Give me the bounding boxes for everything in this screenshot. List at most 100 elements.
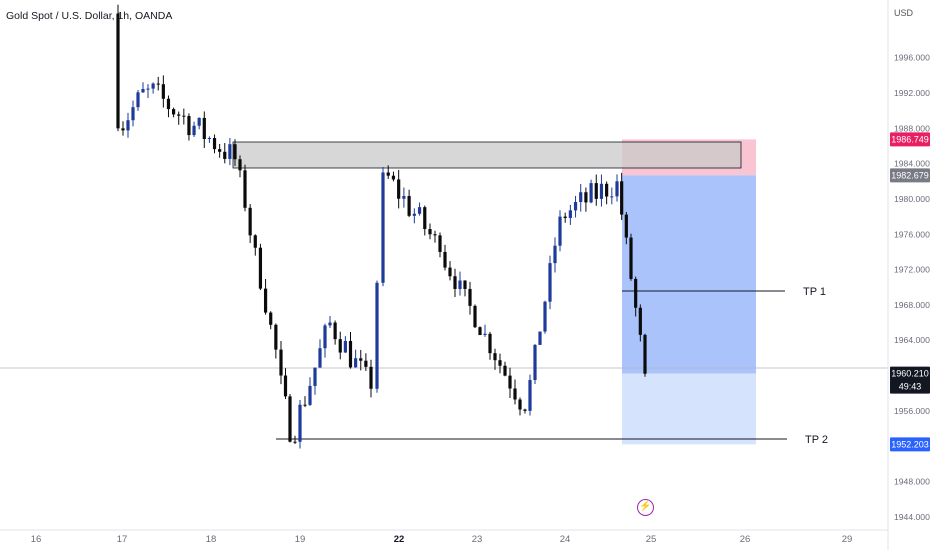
candle-body xyxy=(488,333,492,354)
time-tick-label: 18 xyxy=(206,534,217,545)
candle-body xyxy=(433,234,437,236)
candle-body xyxy=(453,276,457,289)
price-tick-label: 1944.000 xyxy=(894,512,930,522)
profit-zone-filled[interactable] xyxy=(622,175,756,374)
candle-body xyxy=(468,288,472,306)
candle-body xyxy=(131,107,135,121)
stop-price-badge[interactable] xyxy=(890,132,930,147)
entry-price-badge-label: 1982.679 xyxy=(891,170,929,180)
candle-body xyxy=(288,396,292,442)
current-price-badge-label: 1960.210 xyxy=(891,369,929,379)
price-tick-label: 1976.000 xyxy=(894,229,930,239)
candle-body xyxy=(279,349,283,376)
candle-body xyxy=(223,151,227,159)
current-price-badge[interactable] xyxy=(890,366,930,381)
candle-body xyxy=(417,207,422,214)
candle-body xyxy=(533,344,537,380)
price-tick-label: 1992.000 xyxy=(894,88,930,98)
price-tick-label: 1948.000 xyxy=(894,476,930,486)
candle-body xyxy=(116,13,120,129)
price-axis-currency[interactable]: USD xyxy=(894,8,914,18)
candle-body xyxy=(318,348,322,368)
candle-body xyxy=(458,280,462,289)
candle-body xyxy=(493,353,497,361)
candle-body xyxy=(523,409,527,411)
candle-body xyxy=(338,339,342,353)
candle-body xyxy=(238,159,242,171)
time-tick-label: 23 xyxy=(472,534,483,545)
candle-body xyxy=(303,404,307,406)
candle-body xyxy=(610,196,614,198)
candle-body xyxy=(498,360,502,366)
candle-body xyxy=(381,172,385,283)
time-tick-label: 25 xyxy=(646,534,657,545)
candle-body xyxy=(518,399,522,410)
target-price-badge[interactable] xyxy=(890,437,930,452)
candle-body xyxy=(483,333,487,336)
candle-body xyxy=(369,366,373,389)
chart-title: Gold Spot / U.S. Dollar, 1h, OANDA xyxy=(6,10,173,22)
candle-body xyxy=(584,192,588,203)
candle-body xyxy=(605,183,609,197)
candle-body xyxy=(528,379,532,411)
supply-zone[interactable] xyxy=(232,141,742,169)
candle-body xyxy=(508,375,512,389)
price-tick-label: 1964.000 xyxy=(894,335,930,345)
entry-price-badge[interactable] xyxy=(890,168,930,183)
countdown-badge[interactable] xyxy=(890,379,930,394)
candle-body xyxy=(283,375,288,397)
candle-body xyxy=(407,195,411,216)
candle-body xyxy=(391,175,396,180)
candle-body xyxy=(579,192,583,203)
candle-body xyxy=(177,114,181,116)
candle-body xyxy=(634,278,638,308)
candle-body xyxy=(197,117,201,126)
time-tick-label: 24 xyxy=(560,534,571,545)
position-zones xyxy=(622,139,756,445)
profit-zone-remaining[interactable] xyxy=(622,373,756,445)
time-tick-label: 22 xyxy=(394,534,405,545)
candle-body xyxy=(538,331,542,345)
countdown-badge-label: 49:43 xyxy=(899,382,922,392)
candle-body xyxy=(323,325,327,349)
candle-body xyxy=(589,183,593,203)
candle-body xyxy=(599,183,604,199)
candle-body xyxy=(573,202,578,211)
candle-body xyxy=(298,404,302,442)
candle-body xyxy=(543,301,547,332)
candle-body xyxy=(558,216,562,246)
candle-body xyxy=(333,322,337,340)
candle-body xyxy=(308,385,312,405)
candle-body xyxy=(348,340,353,368)
candle-body xyxy=(146,88,150,90)
candle-body xyxy=(151,83,155,89)
candle-body xyxy=(126,120,130,131)
candle-body xyxy=(423,207,427,230)
candle-body xyxy=(568,210,572,218)
time-tick-label: 16 xyxy=(31,534,42,545)
price-tick-label: 1988.000 xyxy=(894,123,930,133)
tp1-label: TP 1 xyxy=(803,286,826,298)
lightning-icon[interactable]: ⚡ xyxy=(637,499,654,516)
stop-price-badge-label: 1986.749 xyxy=(891,134,929,144)
time-tick-label: 19 xyxy=(295,534,306,545)
candle-body xyxy=(243,170,247,208)
time-tick-label: 17 xyxy=(117,534,128,545)
candle-body xyxy=(629,237,633,279)
price-badges: 1986.749 1982.679 1960.210 49:43 1952.203 xyxy=(890,132,930,452)
candle-body xyxy=(643,334,647,374)
tp2-label: TP 2 xyxy=(805,434,828,446)
candle-body xyxy=(553,245,557,264)
candle-body xyxy=(182,115,186,117)
candle-body xyxy=(375,282,379,389)
time-tick-label: 29 xyxy=(842,534,853,545)
candle-body xyxy=(207,138,212,140)
candle-body xyxy=(620,181,624,215)
price-axis: 1996.000 1992.000 1988.000 1984.000 1980.000… xyxy=(887,0,930,550)
candle-body xyxy=(364,360,368,367)
candle-body xyxy=(274,324,278,350)
candle-body xyxy=(548,263,552,302)
target-price-badge-label: 1952.203 xyxy=(891,439,929,449)
candle-body xyxy=(218,149,222,152)
